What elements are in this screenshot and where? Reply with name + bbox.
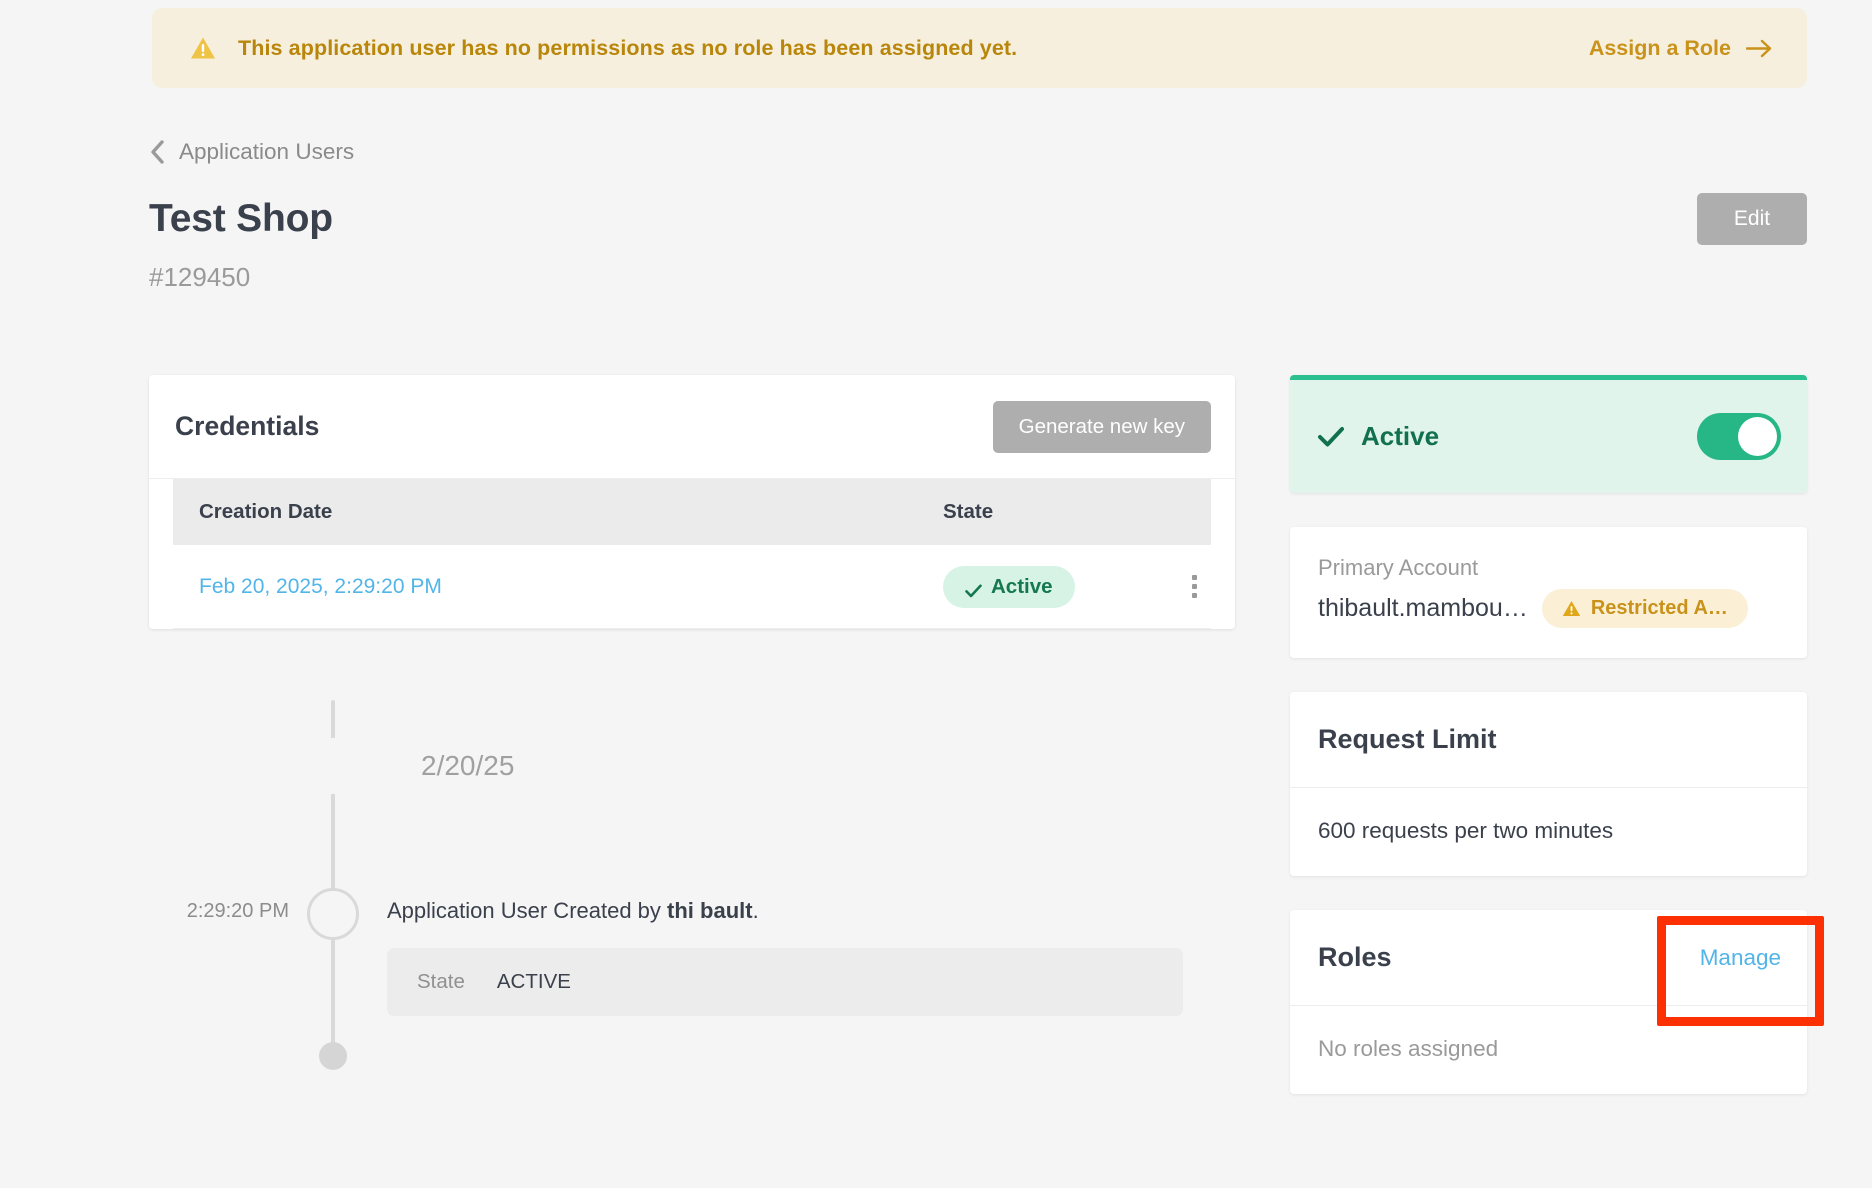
page-subtitle-id: #129450 — [149, 262, 251, 292]
credential-state-cell: Active — [943, 565, 1211, 608]
roles-title: Roles — [1318, 942, 1392, 972]
table-row: Feb 20, 2025, 2:29:20 PM Active — [173, 545, 1211, 629]
status-badge-label: Active — [991, 574, 1053, 598]
status-label: Active — [1361, 421, 1440, 451]
primary-account-card: Primary Account thibault.mambou… Restric… — [1290, 527, 1807, 658]
timeline-entry-time: 2:29:20 PM — [186, 900, 289, 922]
column-header-creation-date: Creation Date — [199, 500, 333, 523]
page-title: Test Shop — [149, 197, 333, 240]
primary-account-row: thibault.mambou… Restricted A… — [1318, 589, 1781, 628]
timeline-detail-value: ACTIVE — [496, 970, 571, 993]
timeline-node-marker — [307, 888, 359, 940]
roles-card: Roles Manage No roles assigned — [1290, 910, 1807, 1094]
status-card: Active — [1290, 375, 1807, 493]
roles-body: No roles assigned — [1290, 1006, 1807, 1094]
check-icon — [965, 580, 982, 597]
status-toggle-knob — [1738, 417, 1777, 456]
roles-empty-text: No roles assigned — [1318, 1036, 1499, 1061]
primary-account-label: Primary Account — [1318, 555, 1479, 580]
check-icon — [1318, 426, 1344, 447]
generate-new-key-button[interactable]: Generate new key — [992, 400, 1211, 453]
credentials-card: Credentials Generate new key Creation Da… — [149, 375, 1235, 629]
kebab-menu-icon[interactable] — [1181, 567, 1207, 607]
timeline-axis — [331, 700, 335, 1060]
primary-account-value: thibault.mambou… — [1318, 594, 1528, 622]
table-header-row: Creation Date State — [173, 479, 1211, 545]
restricted-access-badge-label: Restricted A… — [1590, 597, 1728, 619]
breadcrumb[interactable]: Application Users — [150, 139, 354, 165]
restricted-access-badge: Restricted A… — [1541, 589, 1748, 628]
banner-message: This application user has no permissions… — [238, 35, 1018, 60]
request-limit-body: 600 requests per two minutes — [1290, 788, 1807, 876]
request-limit-value: 600 requests per two minutes — [1318, 818, 1614, 843]
request-limit-title: Request Limit — [1318, 724, 1497, 754]
manage-roles-link[interactable]: Manage — [1699, 944, 1781, 970]
credential-creation-date-link[interactable]: Feb 20, 2025, 2:29:20 PM — [199, 574, 442, 598]
timeline-date-label: 2/20/25 — [421, 750, 515, 781]
chevron-left-icon — [150, 140, 165, 164]
timeline-detail-key: State — [417, 970, 465, 993]
timeline-entry-actor: thi bault — [667, 898, 753, 923]
warning-triangle-icon — [190, 35, 216, 61]
roles-header: Roles Manage — [1290, 910, 1807, 1006]
timeline-entry-text: Application User Created by thi bault. — [387, 898, 759, 924]
edit-button[interactable]: Edit — [1697, 193, 1807, 245]
timeline-entry-suffix: . — [752, 898, 759, 923]
request-limit-card: Request Limit 600 requests per two minut… — [1290, 692, 1807, 876]
timeline-entry-detail: State ACTIVE — [387, 948, 1183, 1016]
breadcrumb-label: Application Users — [179, 139, 355, 164]
column-header-state: State — [943, 500, 994, 523]
credentials-title: Credentials — [175, 411, 320, 441]
status-toggle[interactable] — [1697, 413, 1781, 460]
sidebar: Active Primary Account thibault.mambou… — [1290, 375, 1807, 1128]
assign-a-role-label: Assign a Role — [1588, 35, 1731, 60]
status-card-inner: Active — [1290, 380, 1807, 493]
arrow-right-icon — [1745, 38, 1773, 59]
timeline-end-dot — [319, 1042, 347, 1070]
credentials-table: Creation Date State Feb 20, 2025, 2:29:2… — [149, 479, 1235, 629]
credentials-header: Credentials Generate new key — [149, 375, 1235, 479]
no-role-warning-banner: This application user has no permissions… — [152, 8, 1807, 88]
timeline-date-gap — [331, 738, 335, 794]
request-limit-header: Request Limit — [1290, 692, 1807, 788]
warning-triangle-icon — [1562, 600, 1581, 617]
status-badge: Active — [943, 565, 1075, 608]
assign-a-role-link[interactable]: Assign a Role — [1589, 36, 1773, 61]
timeline-entry-prefix: Application User Created by — [387, 898, 668, 923]
